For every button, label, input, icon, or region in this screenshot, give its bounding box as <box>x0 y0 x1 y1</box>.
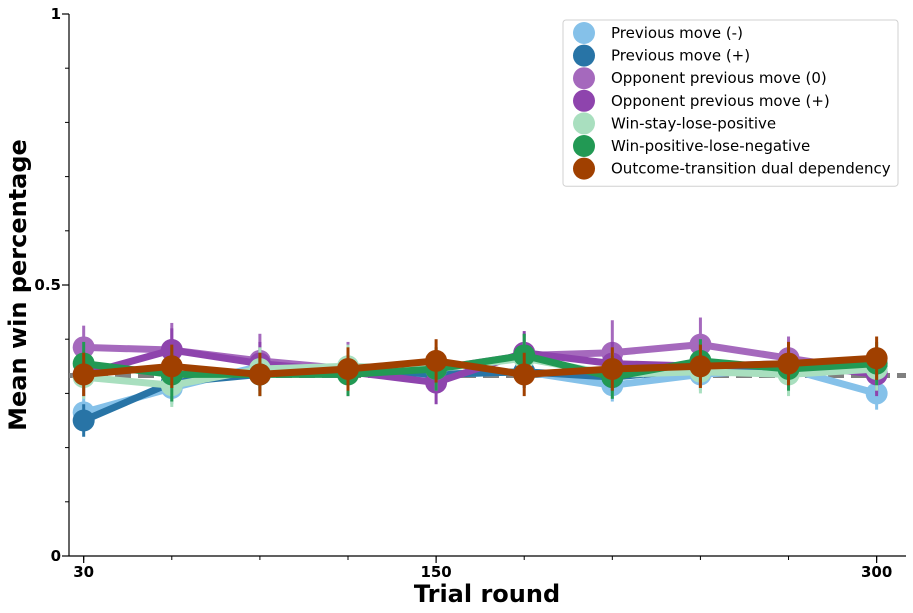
legend-label: Win-stay-lose-positive <box>611 114 776 132</box>
legend-marker <box>573 135 595 157</box>
y-tick-label: 0 <box>51 547 61 565</box>
y-tick-label: 0.5 <box>34 276 61 294</box>
y-axis-title: Mean win percentage <box>4 139 32 431</box>
legend-marker <box>573 67 595 90</box>
legend-label: Previous move (-) <box>611 24 743 42</box>
data-point <box>337 358 359 381</box>
data-point <box>72 363 95 386</box>
x-tick-label: 30 <box>73 563 94 581</box>
data-point <box>865 347 888 370</box>
x-tick-label: 300 <box>861 563 892 581</box>
legend-marker <box>573 157 595 180</box>
legend-box <box>562 19 899 187</box>
legend-marker <box>573 89 595 112</box>
axes <box>62 13 906 563</box>
legend-marker <box>573 44 595 67</box>
legend-label: Opponent previous move (+) <box>611 92 830 110</box>
series-7 <box>72 336 888 397</box>
data-point <box>513 363 536 386</box>
legend: Previous move (-) Previous move (+) Oppone… <box>562 19 899 187</box>
data-point <box>689 355 712 378</box>
data-point <box>248 363 271 386</box>
data-point <box>425 349 448 372</box>
x-axis-title: Trial round <box>414 580 560 608</box>
legend-label: Outcome-transition dual dependency <box>611 160 891 178</box>
series-line <box>80 354 881 378</box>
tick-labels: 0 0.5 1 30 150 300 <box>34 5 892 581</box>
x-tick-label: 150 <box>420 563 451 581</box>
data-point <box>601 358 624 381</box>
legend-label: Win-positive-lose-negative <box>611 137 810 155</box>
series-layer <box>72 317 888 437</box>
legend-marker <box>573 22 595 44</box>
legend-marker <box>573 112 595 135</box>
legend-label: Previous move (+) <box>611 47 750 65</box>
y-tick-label: 1 <box>51 5 61 23</box>
legend-label: Opponent previous move (0) <box>611 69 827 87</box>
data-point <box>777 352 800 375</box>
data-point <box>160 355 183 378</box>
data-point <box>72 409 95 432</box>
